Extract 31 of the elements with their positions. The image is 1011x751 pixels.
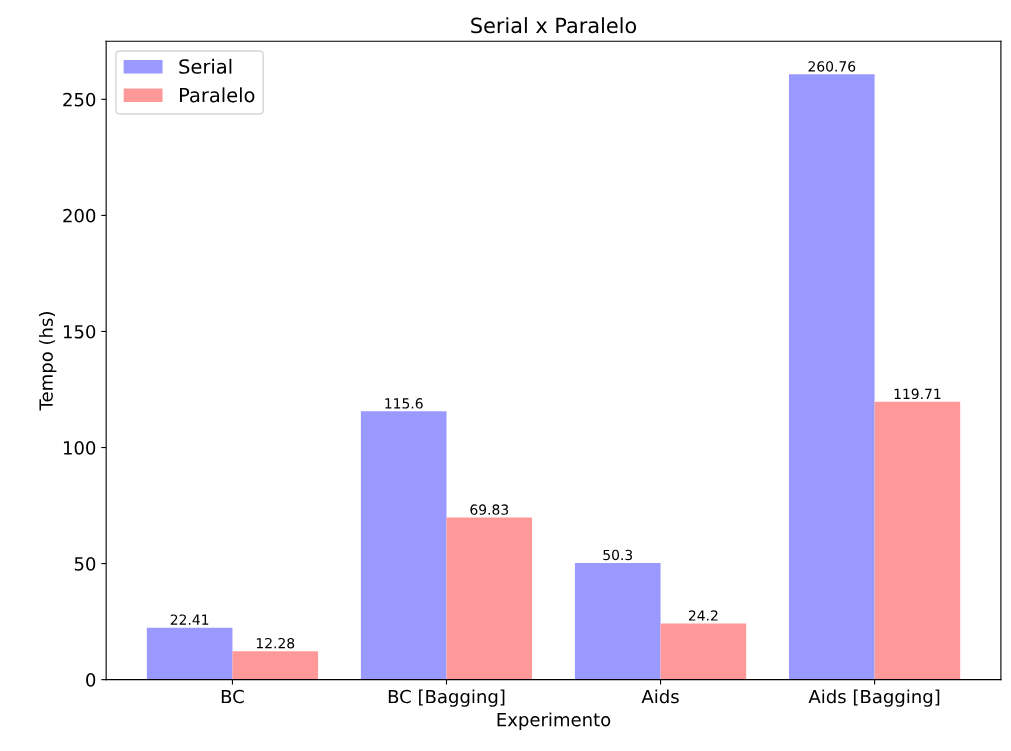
chart-title: Serial x Paralelo <box>471 17 637 34</box>
y-axis-title: Tempo (hs) <box>38 312 57 411</box>
legend-label: Paralelo <box>180 87 255 103</box>
bar <box>232 651 319 680</box>
y-tick-label: 150 <box>63 324 96 339</box>
x-tick-label: BC <box>221 689 244 704</box>
bar <box>574 562 661 680</box>
y-tick-label: 250 <box>63 92 96 107</box>
data-label: 69.83 <box>470 504 509 515</box>
data-label: 12.28 <box>256 637 295 649</box>
y-tick-label: 50 <box>74 557 96 571</box>
bar <box>446 517 533 680</box>
x-tick-label: BC [Bagging] <box>388 689 505 707</box>
data-label: 50.3 <box>603 549 633 561</box>
x-tick-label: Aids [Bagging] <box>808 689 940 707</box>
y-tick-label: 100 <box>63 440 96 455</box>
bar <box>874 401 961 680</box>
data-label: 115.6 <box>385 398 423 409</box>
legend-label: Serial <box>179 58 232 74</box>
bar <box>660 623 747 680</box>
y-tick-label: 0 <box>86 673 96 687</box>
data-label: 119.71 <box>894 388 941 400</box>
y-tick-label: 200 <box>63 208 96 223</box>
x-tick-label: Aids <box>641 689 679 704</box>
data-label: 22.41 <box>170 614 209 625</box>
data-label: 260.76 <box>808 61 856 72</box>
bar <box>788 74 875 680</box>
bar <box>146 627 233 680</box>
bar <box>360 411 447 680</box>
x-axis-title: Experimento <box>497 712 611 730</box>
data-label: 24.2 <box>688 610 718 621</box>
